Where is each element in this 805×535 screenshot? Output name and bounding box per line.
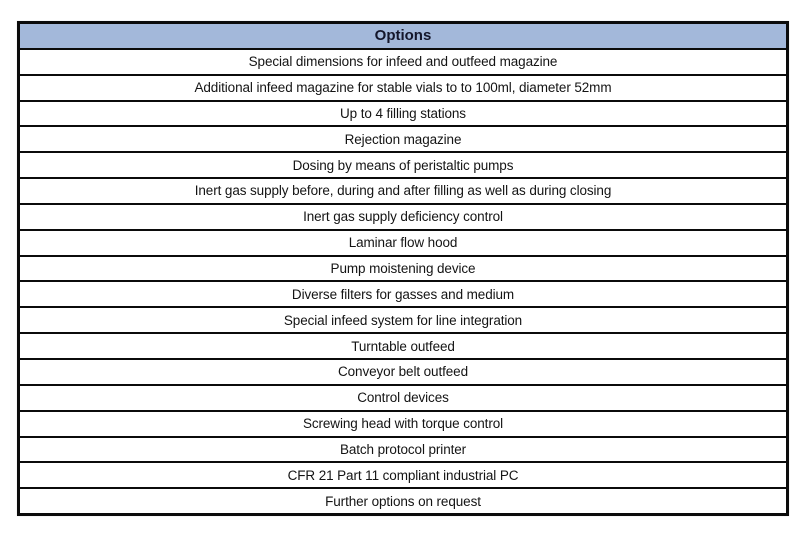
table-row-label: CFR 21 Part 11 compliant industrial PC — [287, 467, 519, 483]
table-header-row: Options — [20, 24, 786, 50]
table-row-label: Screwing head with torque control — [302, 416, 504, 432]
table-row: Inert gas supply deficiency control — [20, 204, 786, 231]
table-row: Inert gas supply before, during and afte… — [20, 179, 786, 205]
table-row-label: Pump moistening device — [330, 261, 476, 277]
table-row-label: Special dimensions for infeed and outfee… — [248, 54, 558, 70]
table-row-label: Laminar flow hood — [348, 235, 458, 251]
table-row-label: Up to 4 filling stations — [340, 105, 466, 121]
table-row-label: Batch protocol printer — [339, 441, 467, 457]
table-row: Turntable outfeed — [20, 334, 786, 360]
table-row: Control devices — [20, 385, 786, 412]
table-row: Laminar flow hood — [20, 230, 786, 257]
table-row: Up to 4 filling stations — [20, 101, 786, 128]
table-row: Rejection magazine — [20, 127, 786, 154]
table-row: Dosing by means of peristaltic pumps — [20, 153, 786, 180]
table-header-label: Options — [374, 27, 432, 45]
table-row-label: Control devices — [357, 390, 449, 406]
table-row: Conveyor belt outfeed — [20, 359, 786, 386]
table-row: Additional infeed magazine for stable vi… — [20, 75, 786, 102]
table-row-label: Inert gas supply before, during and afte… — [194, 183, 612, 199]
table-row: CFR 21 Part 11 compliant industrial PC — [20, 463, 786, 490]
table-row-label: Rejection magazine — [344, 131, 462, 147]
table-row: Screwing head with torque control — [20, 411, 786, 438]
table-row: Further options on request — [20, 489, 786, 514]
table-row-label: Conveyor belt outfeed — [338, 364, 468, 380]
table-row-label: Diverse filters for gasses and medium — [291, 286, 515, 302]
table-row-label: Special infeed system for line integrati… — [283, 312, 523, 328]
table-row: Special dimensions for infeed and outfee… — [20, 49, 786, 76]
table-row-label: Inert gas supply deficiency control — [303, 209, 503, 225]
table-row: Diverse filters for gasses and medium — [20, 282, 786, 309]
table-row-label: Dosing by means of peristaltic pumps — [292, 157, 514, 173]
table-row: Special infeed system for line integrati… — [20, 308, 786, 335]
table-row-label: Additional infeed magazine for stable vi… — [194, 80, 612, 96]
table-row: Batch protocol printer — [20, 437, 786, 464]
table-row-label: Further options on request — [325, 493, 481, 509]
options-table: Options Special dimensions for infeed an… — [17, 21, 789, 516]
table-row-label: Turntable outfeed — [351, 338, 455, 354]
table-row: Pump moistening device — [20, 256, 786, 283]
